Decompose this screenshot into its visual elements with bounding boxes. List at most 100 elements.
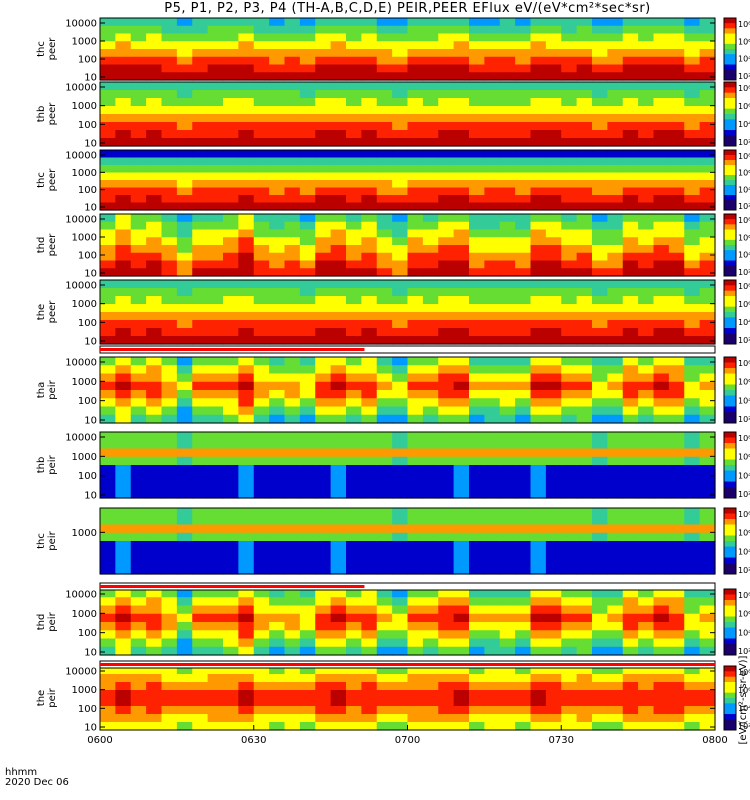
heatmap-cell (161, 465, 178, 474)
heatmap-cell (453, 49, 470, 58)
heatmap-cell (622, 214, 639, 223)
heatmap-cell (515, 229, 532, 238)
heatmap-cell (699, 187, 716, 196)
heatmap-cell (146, 229, 163, 238)
heatmap-cell (407, 365, 424, 375)
heatmap-cell (115, 557, 132, 567)
heatmap-cell (284, 172, 301, 181)
heatmap-cell (407, 268, 424, 277)
heatmap-cell (284, 646, 301, 656)
heatmap-cell (223, 473, 239, 483)
heatmap-cell (469, 56, 485, 66)
heatmap-cell (469, 304, 485, 313)
heatmap-cell (607, 33, 624, 42)
heatmap-cell (638, 638, 655, 648)
heatmap-cell (130, 432, 147, 441)
heatmap-cell (100, 690, 116, 699)
heatmap-cell (576, 165, 593, 174)
heatmap-cell (469, 414, 485, 424)
heatmap-cell (223, 195, 239, 204)
heatmap-cell (453, 195, 470, 204)
heatmap-cell (315, 630, 332, 640)
heatmap-cell (561, 565, 578, 575)
heatmap-cell (638, 381, 655, 391)
heatmap-cell (330, 187, 347, 196)
heatmap-cell (438, 516, 455, 526)
colorbar-segment (724, 535, 736, 542)
heatmap-cell (561, 365, 578, 375)
heatmap-cell (346, 328, 362, 337)
heatmap-cell (515, 646, 532, 656)
heatmap-cell (684, 237, 701, 246)
heatmap-cell (530, 524, 547, 534)
colorbar-segment (724, 703, 736, 710)
heatmap-cell (100, 532, 116, 542)
heatmap-cell (269, 465, 286, 474)
heatmap-cell (223, 221, 239, 231)
heatmap-cell (376, 373, 393, 383)
heatmap-cell (622, 432, 639, 441)
heatmap-cell (376, 381, 393, 391)
colorbar-segment (724, 38, 736, 45)
heatmap-cell (146, 172, 163, 181)
heatmap-cell (376, 465, 393, 474)
heatmap-cell (484, 549, 501, 559)
heatmap-cell (515, 114, 532, 123)
heatmap-cell (422, 440, 439, 450)
heatmap-cell (407, 432, 424, 441)
heatmap-cell (269, 33, 286, 42)
heatmap-cell (422, 122, 439, 131)
heatmap-cell (592, 138, 608, 147)
heatmap-cell (146, 414, 163, 424)
heatmap-cell (592, 557, 608, 567)
heatmap-cell (469, 252, 485, 262)
heatmap-cell (376, 605, 393, 615)
heatmap-cell (207, 489, 224, 499)
heatmap-cell (299, 365, 316, 375)
heatmap-cell (622, 549, 639, 559)
heatmap-cell (330, 674, 347, 683)
heatmap-cell (223, 714, 239, 723)
heatmap-cell (592, 221, 608, 231)
heatmap-cell (330, 456, 347, 466)
colorbar-segment (724, 611, 736, 617)
heatmap-cell (484, 336, 501, 345)
heatmap-cell (607, 698, 624, 707)
heatmap-cell (253, 524, 270, 534)
heatmap-cell (392, 49, 409, 58)
heatmap-cell (499, 320, 516, 329)
heatmap-cell (130, 465, 147, 474)
heatmap-cell (115, 532, 132, 542)
heatmap-cell (361, 390, 378, 399)
heatmap-cell (392, 268, 409, 277)
heatmap-cell (592, 41, 608, 50)
heatmap-cell (176, 195, 193, 204)
colorbar-segment (724, 160, 736, 166)
heatmap-cell (545, 448, 562, 458)
heatmap-cell (484, 646, 501, 656)
heatmap-cell (576, 172, 593, 181)
heatmap-cell (299, 390, 316, 399)
heatmap-cell (115, 516, 132, 526)
heatmap-cell (146, 82, 163, 91)
heatmap-cell (100, 381, 116, 391)
colorbar-tick-label: 10² (738, 336, 750, 345)
heatmap-cell (622, 280, 639, 289)
heatmap-cell (361, 690, 378, 699)
heatmap-cell (530, 638, 547, 648)
heatmap-cell (330, 90, 347, 99)
heatmap-cell (653, 549, 670, 559)
heatmap-cell (622, 90, 639, 99)
heatmap-cell (192, 365, 209, 375)
heatmap-cell (592, 195, 608, 204)
heatmap-cell (407, 613, 424, 623)
heatmap-cell (376, 320, 393, 329)
heatmap-cell (407, 456, 424, 466)
colorbar-segment (724, 28, 736, 34)
heatmap-cell (668, 172, 685, 181)
colorbar-segment (724, 687, 736, 694)
heatmap-cell (330, 202, 347, 211)
heatmap-cell (361, 56, 378, 66)
heatmap-cell (176, 25, 193, 35)
heatmap-cell (484, 565, 501, 575)
